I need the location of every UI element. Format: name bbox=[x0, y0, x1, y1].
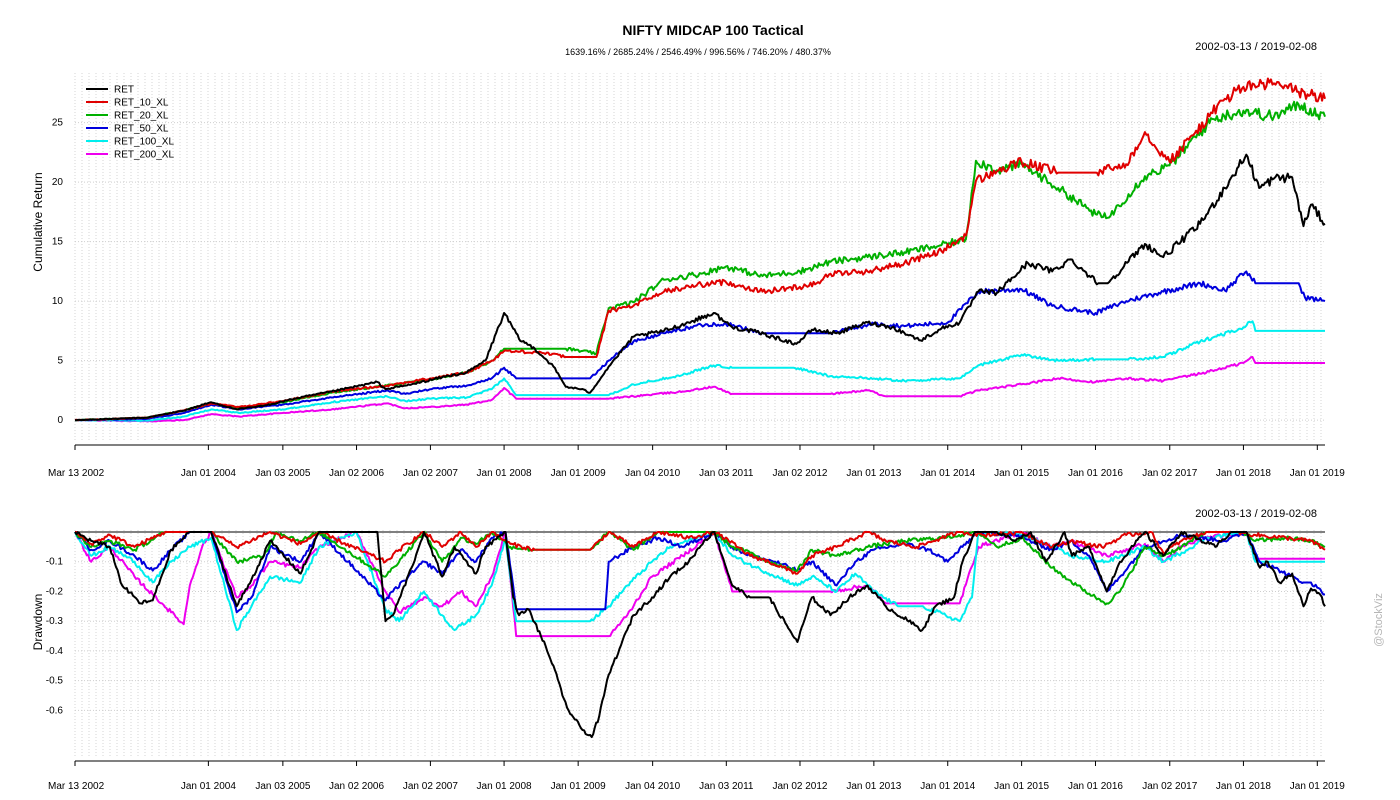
legend: RET RET_10_XL RET_20_XL RET_50_XL RET_100_XL… bbox=[86, 85, 174, 161]
x-tick-label: Jan 01 2019 bbox=[1290, 468, 1345, 479]
x-tick-label: Jan 02 2017 bbox=[1142, 468, 1197, 479]
drawdown-panel: -0.1 -0.2 -0.3 -0.4 -0.5 -0.6 Mar 13 2002 Jan 0… bbox=[46, 530, 1345, 792]
series-line-ret-50-xl bbox=[74, 270, 1326, 422]
legend-label: RET_200_XL bbox=[114, 150, 174, 161]
y-axis-labels: -0.1 -0.2 -0.3 -0.4 -0.5 -0.6 bbox=[46, 557, 64, 717]
x-tick-label: Jan 01 2009 bbox=[551, 468, 606, 479]
y-tick-label: 20 bbox=[52, 177, 64, 188]
series-line-ret bbox=[74, 531, 1326, 739]
legend-label: RET bbox=[114, 85, 134, 96]
top-panel-date-range: 2002-03-13 / 2019-02-08 bbox=[1195, 41, 1317, 53]
x-tick-label: Jan 01 2018 bbox=[1216, 468, 1271, 479]
x-axis: Mar 13 2002 Jan 01 2004 Jan 03 2005 Jan 02 … bbox=[48, 760, 1345, 792]
y-tick-label: -0.6 bbox=[46, 705, 64, 716]
x-tick-label: Jan 01 2014 bbox=[920, 781, 975, 792]
series-line-ret-200-xl bbox=[75, 356, 1325, 423]
bottom-panel-date-range: 2002-03-13 / 2019-02-08 bbox=[1195, 508, 1317, 520]
x-tick-label: Jan 01 2004 bbox=[181, 781, 236, 792]
x-tick-label: Jan 03 2011 bbox=[699, 468, 754, 479]
x-tick-label: Jan 01 2016 bbox=[1068, 468, 1123, 479]
x-tick-label: Jan 04 2010 bbox=[625, 781, 680, 792]
series-lines bbox=[74, 531, 1326, 739]
x-tick-label: Jan 01 2018 bbox=[1216, 781, 1271, 792]
series-lines bbox=[74, 77, 1326, 423]
grid bbox=[74, 530, 1325, 757]
x-tick-label: Jan 02 2006 bbox=[329, 468, 384, 479]
chart-title: NIFTY MIDCAP 100 Tactical bbox=[622, 22, 803, 38]
y-tick-label: 25 bbox=[52, 118, 64, 129]
x-tick-label: Jan 02 2007 bbox=[403, 781, 458, 792]
x-tick-label: Mar 13 2002 bbox=[48, 468, 105, 479]
series-line-ret-200-xl bbox=[74, 531, 1325, 638]
chart-subtitle: 1639.16% / 2685.24% / 2546.49% / 996.56%… bbox=[565, 47, 831, 57]
bottom-y-axis-title: Drawdown bbox=[31, 594, 45, 651]
x-tick-label: Jan 03 2005 bbox=[255, 468, 310, 479]
x-tick-label: Jan 02 2017 bbox=[1142, 781, 1197, 792]
legend-label: RET_20_XL bbox=[114, 111, 169, 122]
x-tick-label: Jan 02 2012 bbox=[772, 781, 827, 792]
x-tick-label: Jan 02 2006 bbox=[329, 781, 384, 792]
x-tick-label: Jan 01 2013 bbox=[846, 468, 901, 479]
x-tick-label: Jan 01 2004 bbox=[181, 468, 236, 479]
x-tick-label: Jan 01 2015 bbox=[994, 781, 1049, 792]
series-line-ret bbox=[74, 153, 1326, 422]
x-tick-label: Jan 01 2016 bbox=[1068, 781, 1123, 792]
x-tick-label: Jan 04 2010 bbox=[625, 468, 680, 479]
x-tick-label: Jan 02 2012 bbox=[772, 468, 827, 479]
y-tick-label: -0.1 bbox=[46, 557, 64, 568]
x-tick-label: Jan 03 2005 bbox=[255, 781, 310, 792]
series-line-ret-100-xl bbox=[74, 320, 1325, 422]
series-line-ret-20-xl bbox=[74, 531, 1326, 606]
watermark: @StockViz bbox=[1373, 593, 1385, 647]
x-tick-label: Mar 13 2002 bbox=[48, 781, 105, 792]
y-tick-label: 5 bbox=[57, 356, 63, 367]
x-tick-label: Jan 01 2014 bbox=[920, 468, 975, 479]
x-axis: Mar 13 2002 Jan 01 2004 Jan 03 2005 Jan 02 … bbox=[48, 444, 1345, 479]
y-tick-label: 15 bbox=[52, 237, 64, 248]
x-tick-label: Jan 01 2015 bbox=[994, 468, 1049, 479]
x-tick-label: Jan 01 2008 bbox=[477, 468, 532, 479]
top-y-axis-title: Cumulative Return bbox=[31, 172, 45, 271]
y-axis-labels: 0 5 10 15 20 25 bbox=[52, 118, 64, 427]
y-tick-label: -0.5 bbox=[46, 676, 64, 687]
legend-label: RET_100_XL bbox=[114, 137, 174, 148]
cumulative-return-panel: 0 5 10 15 20 25 Mar 13 2002 Jan 01 2004 Jan 03 2… bbox=[48, 73, 1345, 479]
y-tick-label: -0.2 bbox=[46, 586, 64, 597]
y-tick-label: 0 bbox=[57, 415, 63, 426]
y-tick-label: 10 bbox=[52, 296, 64, 307]
x-tick-label: Jan 03 2011 bbox=[699, 781, 754, 792]
x-tick-label: Jan 01 2008 bbox=[477, 781, 532, 792]
legend-label: RET_50_XL bbox=[114, 124, 169, 135]
legend-label: RET_10_XL bbox=[114, 98, 169, 109]
y-tick-label: -0.4 bbox=[46, 646, 64, 657]
series-line-ret-10-xl bbox=[75, 531, 1326, 575]
x-tick-label: Jan 01 2019 bbox=[1290, 781, 1345, 792]
x-tick-label: Jan 02 2007 bbox=[403, 468, 458, 479]
x-tick-label: Jan 01 2009 bbox=[551, 781, 606, 792]
y-tick-label: -0.3 bbox=[46, 616, 64, 627]
x-tick-label: Jan 01 2013 bbox=[846, 781, 901, 792]
